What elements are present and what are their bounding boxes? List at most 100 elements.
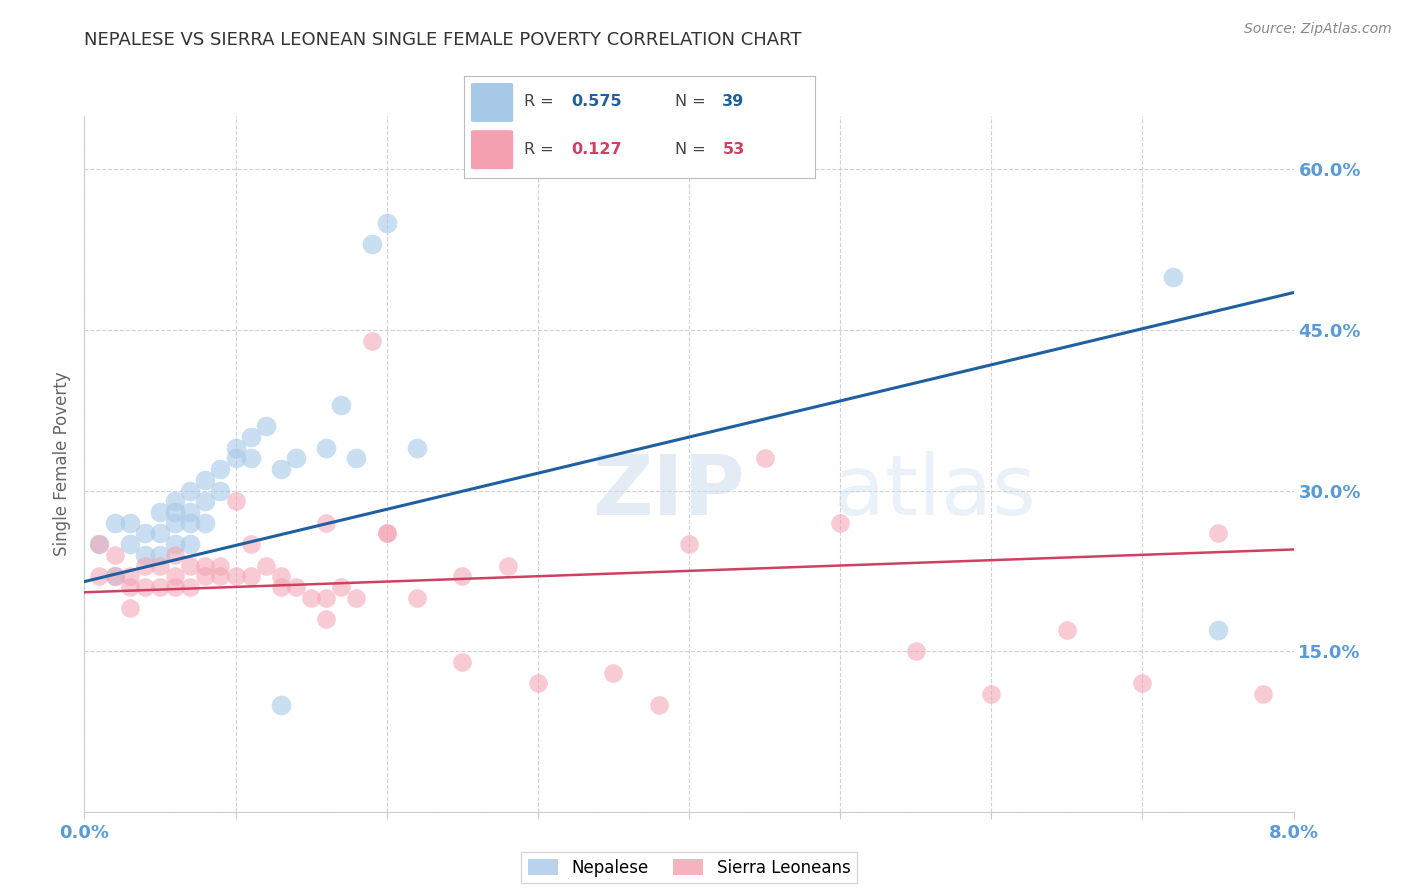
Point [194, 558, 217, 573]
Text: R =: R = [524, 95, 558, 110]
Point [375, 526, 398, 541]
FancyBboxPatch shape [471, 83, 513, 122]
Point [179, 537, 201, 551]
Point [225, 569, 247, 583]
Point [375, 526, 398, 541]
Point [149, 580, 172, 594]
Text: NEPALESE VS SIERRA LEONEAN SINGLE FEMALE POVERTY CORRELATION CHART: NEPALESE VS SIERRA LEONEAN SINGLE FEMALE… [84, 31, 801, 49]
Text: 39: 39 [723, 95, 745, 110]
Text: 0.575: 0.575 [571, 95, 621, 110]
Point [209, 483, 232, 498]
Point [375, 216, 398, 230]
Point [239, 569, 262, 583]
Point [165, 516, 187, 530]
Point [165, 580, 187, 594]
Text: N =: N = [675, 95, 711, 110]
Point [165, 569, 187, 583]
Point [165, 505, 187, 519]
Text: N =: N = [675, 142, 711, 157]
Text: R =: R = [524, 142, 558, 157]
Point [406, 441, 429, 455]
Point [980, 687, 1002, 701]
Point [194, 569, 217, 583]
Text: 0.127: 0.127 [571, 142, 621, 157]
Point [346, 591, 368, 605]
FancyBboxPatch shape [471, 130, 513, 169]
Point [225, 451, 247, 466]
Point [89, 537, 111, 551]
Point [104, 516, 127, 530]
Point [104, 569, 127, 583]
Text: atlas: atlas [834, 451, 1036, 533]
Point [104, 569, 127, 583]
Point [179, 505, 201, 519]
Point [239, 451, 262, 466]
Point [239, 430, 262, 444]
Point [89, 569, 111, 583]
Point [1253, 687, 1275, 701]
Point [754, 451, 776, 466]
Point [904, 644, 927, 658]
Point [830, 516, 852, 530]
Point [270, 569, 292, 583]
Point [118, 516, 141, 530]
Point [165, 537, 187, 551]
Point [527, 676, 550, 690]
Point [299, 591, 322, 605]
Point [1161, 269, 1184, 284]
Point [270, 698, 292, 712]
Point [602, 665, 624, 680]
Point [254, 419, 277, 434]
Point [179, 558, 201, 573]
Y-axis label: Single Female Poverty: Single Female Poverty [53, 372, 72, 556]
Point [1206, 526, 1229, 541]
Point [134, 558, 156, 573]
Point [194, 473, 217, 487]
Point [270, 462, 292, 476]
Point [678, 537, 700, 551]
Legend: Nepalese, Sierra Leoneans: Nepalese, Sierra Leoneans [522, 852, 856, 883]
Point [496, 558, 519, 573]
Point [179, 483, 201, 498]
Point [451, 569, 474, 583]
Point [134, 526, 156, 541]
Point [254, 558, 277, 573]
Point [239, 537, 262, 551]
Point [209, 558, 232, 573]
Point [179, 516, 201, 530]
Point [165, 494, 187, 508]
Point [104, 548, 127, 562]
Point [149, 558, 172, 573]
Point [1206, 623, 1229, 637]
Point [89, 537, 111, 551]
Point [209, 462, 232, 476]
Point [118, 601, 141, 615]
Point [118, 569, 141, 583]
Point [165, 548, 187, 562]
Point [149, 505, 172, 519]
Point [118, 537, 141, 551]
Point [194, 516, 217, 530]
Point [149, 548, 172, 562]
Point [209, 569, 232, 583]
Point [134, 580, 156, 594]
Point [225, 441, 247, 455]
Point [451, 655, 474, 669]
Point [134, 548, 156, 562]
Point [1132, 676, 1154, 690]
Point [225, 494, 247, 508]
Point [406, 591, 429, 605]
Point [315, 441, 337, 455]
Point [315, 591, 337, 605]
Point [149, 526, 172, 541]
Point [315, 612, 337, 626]
Point [360, 334, 382, 348]
Point [285, 451, 308, 466]
Point [330, 398, 353, 412]
Point [285, 580, 308, 594]
Point [270, 580, 292, 594]
Point [1056, 623, 1078, 637]
Point [179, 580, 201, 594]
Point [330, 580, 353, 594]
Text: ZIP: ZIP [592, 451, 745, 533]
